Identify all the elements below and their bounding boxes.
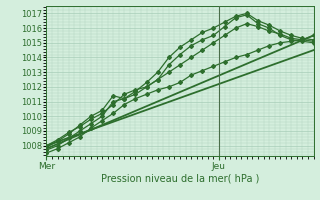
X-axis label: Pression niveau de la mer( hPa ): Pression niveau de la mer( hPa )	[101, 173, 259, 183]
